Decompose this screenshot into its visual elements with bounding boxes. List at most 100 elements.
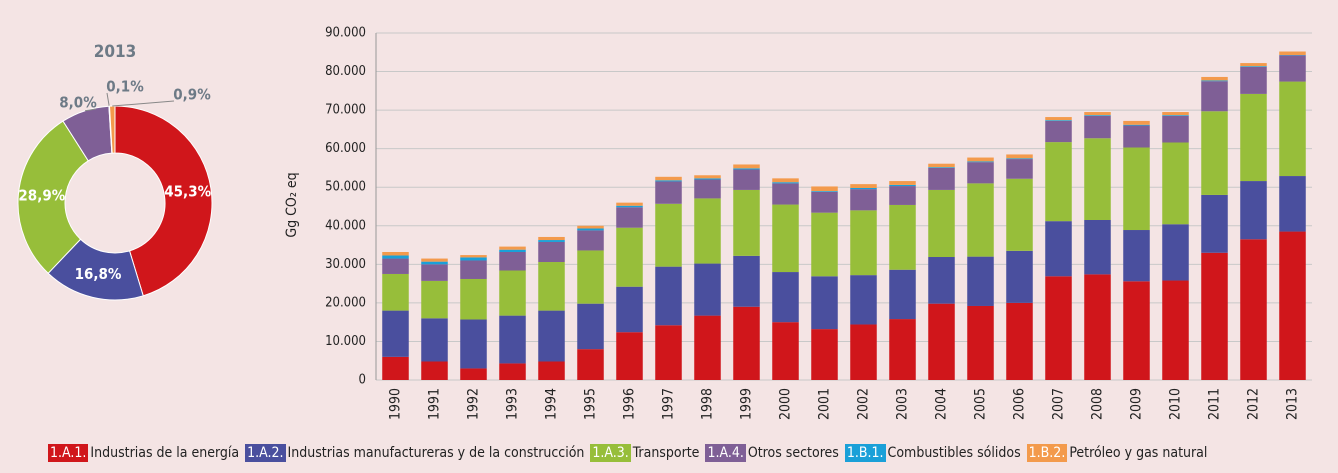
bar-segment — [421, 261, 448, 265]
bar-segment — [382, 255, 409, 259]
bar-segment — [1162, 280, 1189, 380]
bar-segment — [694, 175, 721, 179]
legend-code: 1.A.4. — [705, 444, 746, 462]
bar-segment — [499, 246, 526, 250]
leader-line — [106, 92, 110, 107]
bar-segment — [1123, 147, 1150, 231]
bar-segment — [616, 286, 643, 333]
bar-segment — [1162, 112, 1189, 116]
legend-code: 1.B.2. — [1026, 444, 1068, 462]
bar-segment — [1045, 117, 1072, 121]
bar-segment — [928, 303, 955, 380]
y-tick-label: 40.000 — [325, 218, 366, 233]
x-tick-label: 1994 — [544, 388, 560, 420]
bar-segment — [655, 266, 682, 326]
bar-segment — [733, 164, 760, 169]
y-tick-label: 20.000 — [325, 295, 366, 310]
bar-segment — [967, 157, 994, 162]
leader-line — [112, 100, 175, 107]
bar-segment — [850, 187, 877, 190]
bar-segment — [1006, 178, 1033, 251]
bar-segment — [1045, 276, 1072, 380]
x-tick-label: 2012 — [1246, 388, 1262, 420]
bar-segment — [538, 262, 565, 311]
bar-segment — [655, 176, 682, 181]
bar-segment — [1279, 55, 1306, 82]
y-tick-label: 90.000 — [325, 26, 366, 41]
x-tick-label: 2002 — [856, 388, 872, 420]
bar-segment — [499, 249, 526, 252]
y-tick-label: 10.000 — [325, 334, 366, 349]
x-tick-label: 1998 — [700, 388, 716, 420]
y-tick-label: 30.000 — [325, 257, 366, 272]
bar-segment — [1123, 230, 1150, 282]
bar-segment — [811, 186, 838, 192]
bar-segment — [538, 241, 565, 263]
bar-segment — [1084, 112, 1111, 116]
bar-segment — [460, 319, 487, 369]
legend-label: Transporte — [632, 445, 700, 461]
slice-label: 0,9% — [173, 86, 211, 104]
x-tick-label: 2001 — [817, 388, 833, 420]
bar-segment — [499, 270, 526, 316]
bar-segment — [1045, 142, 1072, 222]
bar-segment — [850, 275, 877, 325]
bar-segment — [811, 276, 838, 330]
leader-line — [84, 108, 97, 112]
bar-segment — [850, 184, 877, 188]
bar-segment — [1201, 194, 1228, 253]
bar-segment — [889, 269, 916, 320]
legend-label: Combustibles sólidos — [887, 445, 1021, 461]
legend-item: 1.A.3. Transporte — [590, 444, 699, 462]
bar-segment — [733, 169, 760, 190]
bar-segment — [655, 180, 682, 182]
bar-segment — [772, 204, 799, 273]
bar-segment — [733, 306, 760, 380]
legend-label: Petróleo y gas natural — [1069, 445, 1208, 461]
bar-segment — [811, 191, 838, 213]
bar-segment — [1279, 176, 1306, 232]
legend-label: Otros sectores — [747, 445, 839, 461]
bar-segment — [1045, 120, 1072, 121]
x-tick-label: 2005 — [973, 388, 989, 420]
x-tick-label: 2000 — [778, 388, 794, 420]
bar-segment — [538, 240, 565, 242]
bar-segment — [1084, 115, 1111, 116]
bar-segment — [928, 163, 955, 168]
bar-segment — [538, 361, 565, 380]
bar-segment — [460, 257, 487, 261]
y-tick-label: 60.000 — [325, 141, 366, 156]
bar-segment — [967, 256, 994, 306]
bar-segment — [382, 310, 409, 357]
bar-segment — [1240, 66, 1267, 67]
donut-title: 2013 — [94, 42, 137, 62]
bar-segment — [811, 329, 838, 380]
legend-item: 1.B.2. Petróleo y gas natural — [1026, 444, 1208, 462]
bar-segment — [967, 162, 994, 184]
legend-label: Industrias de la energía — [90, 445, 240, 461]
bar-segment — [538, 236, 565, 241]
bar-segment — [577, 250, 604, 304]
bar-segment — [577, 228, 604, 231]
bar-segment — [889, 319, 916, 380]
x-tick-label: 1996 — [622, 388, 638, 420]
x-tick-label: 2007 — [1051, 388, 1067, 420]
bar-segment — [421, 258, 448, 262]
y-tick-label: 80.000 — [325, 64, 366, 79]
legend-item: 1.B.1. Combustibles sólidos — [844, 444, 1021, 462]
bar-segment — [616, 332, 643, 380]
bar-segment — [772, 272, 799, 323]
bar-segment — [421, 264, 448, 281]
x-tick-label: 2010 — [1168, 388, 1184, 420]
slice-label: 8,0% — [59, 94, 97, 112]
bar-segment — [694, 178, 721, 180]
x-tick-label: 2011 — [1207, 388, 1223, 420]
bar-segment — [1006, 154, 1033, 159]
bar-segment — [1162, 142, 1189, 225]
bar-segment — [967, 183, 994, 257]
bar-segment — [889, 181, 916, 185]
bar-segment — [1162, 115, 1189, 143]
bar-segment — [655, 181, 682, 204]
bar-segment — [1240, 66, 1267, 94]
bar-segment — [694, 179, 721, 199]
